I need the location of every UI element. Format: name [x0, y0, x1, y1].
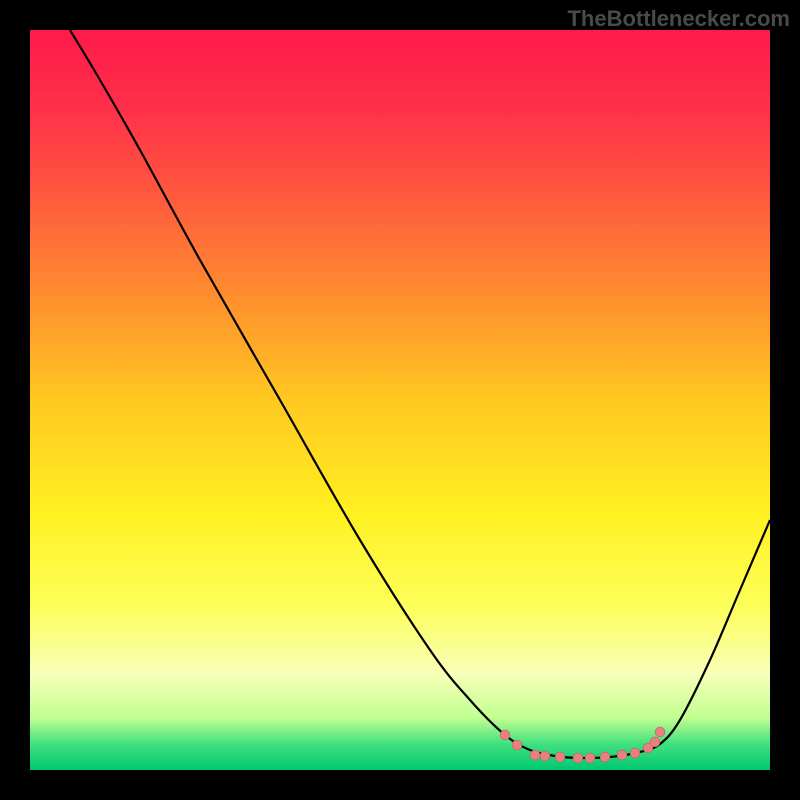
marker-point — [573, 753, 583, 763]
marker-point — [512, 740, 522, 750]
marker-point — [650, 737, 660, 747]
marker-point — [617, 750, 627, 760]
watermark-text: TheBottlenecker.com — [567, 6, 790, 32]
marker-point — [630, 748, 640, 758]
marker-point — [585, 753, 595, 763]
marker-point — [655, 727, 665, 737]
chart-container: TheBottlenecker.com — [0, 0, 800, 800]
marker-point — [500, 730, 510, 740]
marker-point — [530, 750, 540, 760]
plot-background — [30, 30, 770, 770]
marker-point — [540, 751, 550, 761]
marker-point — [555, 752, 565, 762]
chart-svg — [0, 0, 800, 800]
marker-point — [600, 752, 610, 762]
